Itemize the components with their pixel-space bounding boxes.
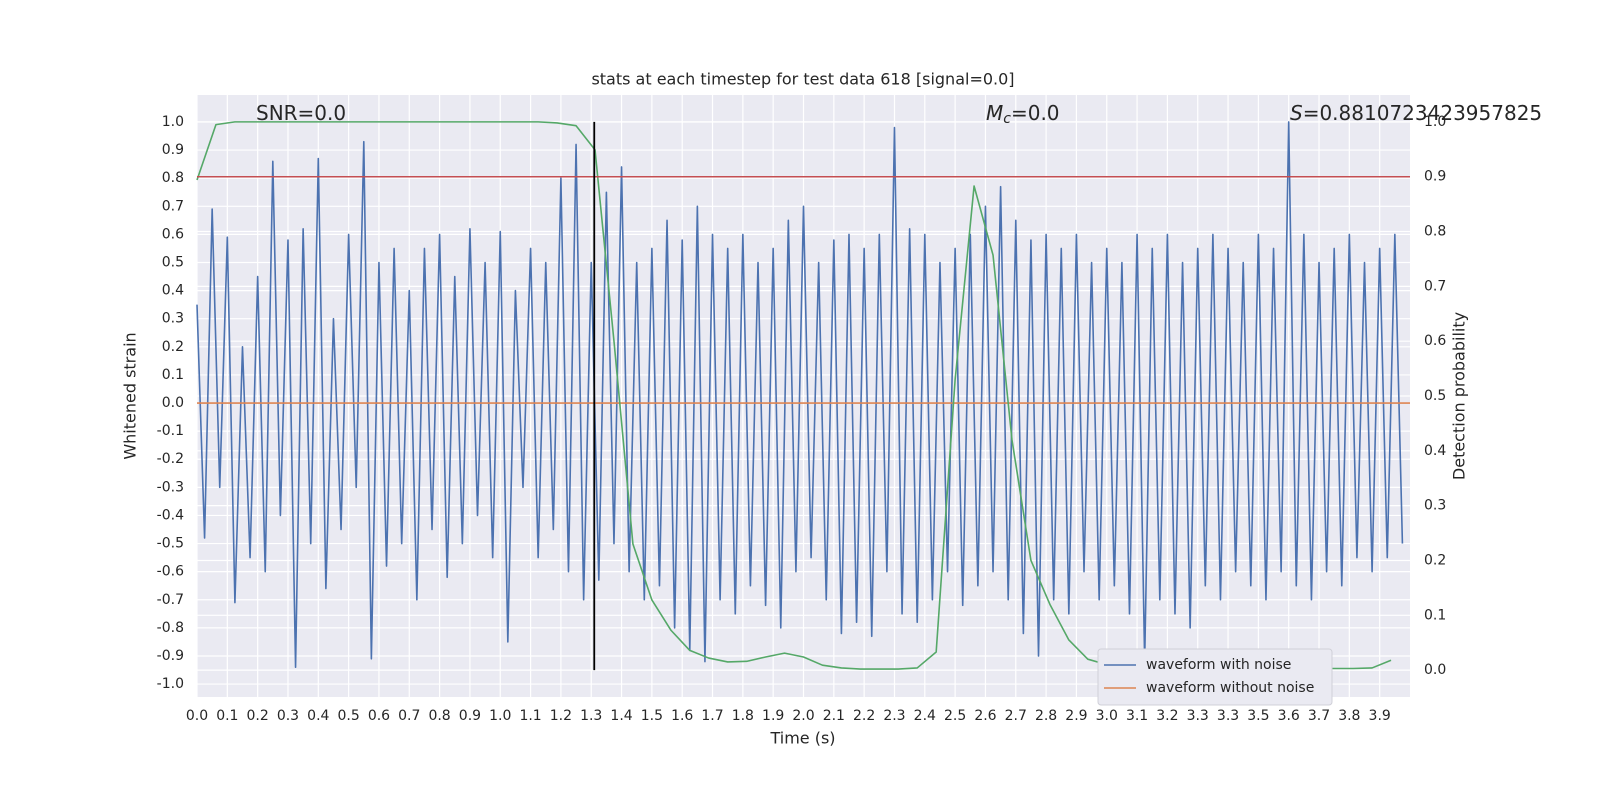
x-tick-label: 1.9: [762, 708, 784, 724]
x-tick-label: 2.5: [944, 708, 966, 724]
x-tick-label: 0.7: [398, 708, 420, 724]
x-tick-label: 3.1: [1126, 708, 1148, 724]
annotation: S=0.8810723423957825: [1290, 101, 1542, 125]
x-tick-label: 3.5: [1247, 708, 1269, 724]
x-tick-label: 2.9: [1065, 708, 1087, 724]
x-tick-label: 1.2: [550, 708, 572, 724]
x-tick-label: 2.7: [1005, 708, 1027, 724]
y-tick-label: 0.3: [162, 311, 184, 327]
x-tick-label: 0.2: [247, 708, 269, 724]
annotation-text: =0.0: [1011, 101, 1060, 125]
x-tick-label: 2.1: [823, 708, 845, 724]
x-tick-label: 3.9: [1369, 708, 1391, 724]
x-tick-label: 1.7: [701, 708, 723, 724]
y2-tick-label: 0.3: [1424, 498, 1446, 514]
y2-tick-label: 0.2: [1424, 552, 1446, 568]
legend-label: waveform with noise: [1146, 657, 1291, 673]
x-tick-label: 2.6: [974, 708, 996, 724]
y2-tick-label: 0.8: [1424, 224, 1446, 240]
x-tick-label: 0.9: [459, 708, 481, 724]
x-tick-label: 2.3: [883, 708, 905, 724]
y-tick-label: 0.2: [162, 339, 184, 355]
y-tick-label: -0.5: [157, 536, 184, 552]
y-tick-label: -1.0: [157, 676, 184, 692]
x-tick-label: 0.4: [307, 708, 329, 724]
y2-tick-label: 0.1: [1424, 607, 1446, 623]
x-tick-label: 2.8: [1035, 708, 1057, 724]
x-tick-label: 3.6: [1278, 708, 1300, 724]
y2-tick-label: 0.4: [1424, 443, 1446, 459]
y2-tick-label: 0.5: [1424, 388, 1446, 404]
x-tick-label: 0.6: [368, 708, 390, 724]
x-tick-label: 0.3: [277, 708, 299, 724]
x-tick-label: 3.0: [1096, 708, 1118, 724]
y-tick-label: -0.4: [157, 507, 184, 523]
annotation-symbol: S: [1290, 101, 1303, 125]
x-tick-label: 0.0: [186, 708, 208, 724]
x-tick-label: 3.7: [1308, 708, 1330, 724]
y2-tick-label: 1.0: [1424, 114, 1446, 130]
x-tick-label: 2.4: [914, 708, 936, 724]
y2-tick-label: 0.7: [1424, 278, 1446, 294]
y-tick-label: 1.0: [162, 114, 184, 130]
x-tick-label: 1.5: [641, 708, 663, 724]
y-tick-label: -0.2: [157, 451, 184, 467]
x-tick-label: 0.8: [428, 708, 450, 724]
x-tick-label: 1.6: [671, 708, 693, 724]
x-tick-label: 2.2: [853, 708, 875, 724]
series-line: [196, 121, 1404, 669]
x-tick-label: 3.3: [1187, 708, 1209, 724]
x-tick-label: 0.5: [337, 708, 359, 724]
y-tick-label: -0.6: [157, 564, 184, 580]
x-tick-label: 1.8: [732, 708, 754, 724]
y-tick-label: -0.7: [157, 592, 184, 608]
annotation: Mc=0.0: [986, 101, 1060, 128]
annotation-text: SNR=0.0: [256, 101, 346, 125]
y-tick-label: 0.8: [162, 170, 184, 186]
x-tick-label: 3.8: [1338, 708, 1360, 724]
annotation-text: =0.8810723423957825: [1303, 101, 1542, 125]
annotation-subscript: c: [1003, 111, 1011, 127]
y-tick-label: 0.4: [162, 283, 184, 299]
y-tick-label: -0.3: [157, 479, 184, 495]
y2-tick-label: 0.0: [1424, 662, 1446, 678]
y-tick-label: 0.9: [162, 142, 184, 158]
y-tick-label: -0.8: [157, 620, 184, 636]
x-tick-label: 1.4: [610, 708, 632, 724]
y-tick-label: -0.1: [157, 423, 184, 439]
x-tick-label: 3.2: [1156, 708, 1178, 724]
y-tick-label: 0.1: [162, 367, 184, 383]
x-tick-label: 2.0: [792, 708, 814, 724]
y-tick-label: 0.6: [162, 226, 184, 242]
chart-title: stats at each timestep for test data 618…: [591, 70, 1014, 89]
y2-tick-label: 0.6: [1424, 333, 1446, 349]
y-axis-label: Whitened strain: [121, 332, 140, 459]
y-tick-label: -0.9: [157, 648, 184, 664]
y-tick-label: 0.0: [162, 395, 184, 411]
y-tick-label: 0.5: [162, 255, 184, 271]
x-tick-label: 0.1: [216, 708, 238, 724]
x-tick-label: 1.1: [519, 708, 541, 724]
x-tick-label: 3.3: [1217, 708, 1239, 724]
annotation: SNR=0.0: [256, 101, 346, 125]
y2-tick-label: 0.9: [1424, 169, 1446, 185]
x-tick-label: 1.0: [489, 708, 511, 724]
y-tick-label: 0.7: [162, 198, 184, 214]
legend-box: [1097, 648, 1333, 706]
y2-axis-label: Detection probability: [1450, 312, 1469, 480]
legend-label: waveform without noise: [1146, 680, 1314, 696]
x-tick-label: 1.3: [580, 708, 602, 724]
x-axis-label: Time (s): [769, 729, 835, 748]
annotation-symbol: M: [986, 101, 1003, 125]
